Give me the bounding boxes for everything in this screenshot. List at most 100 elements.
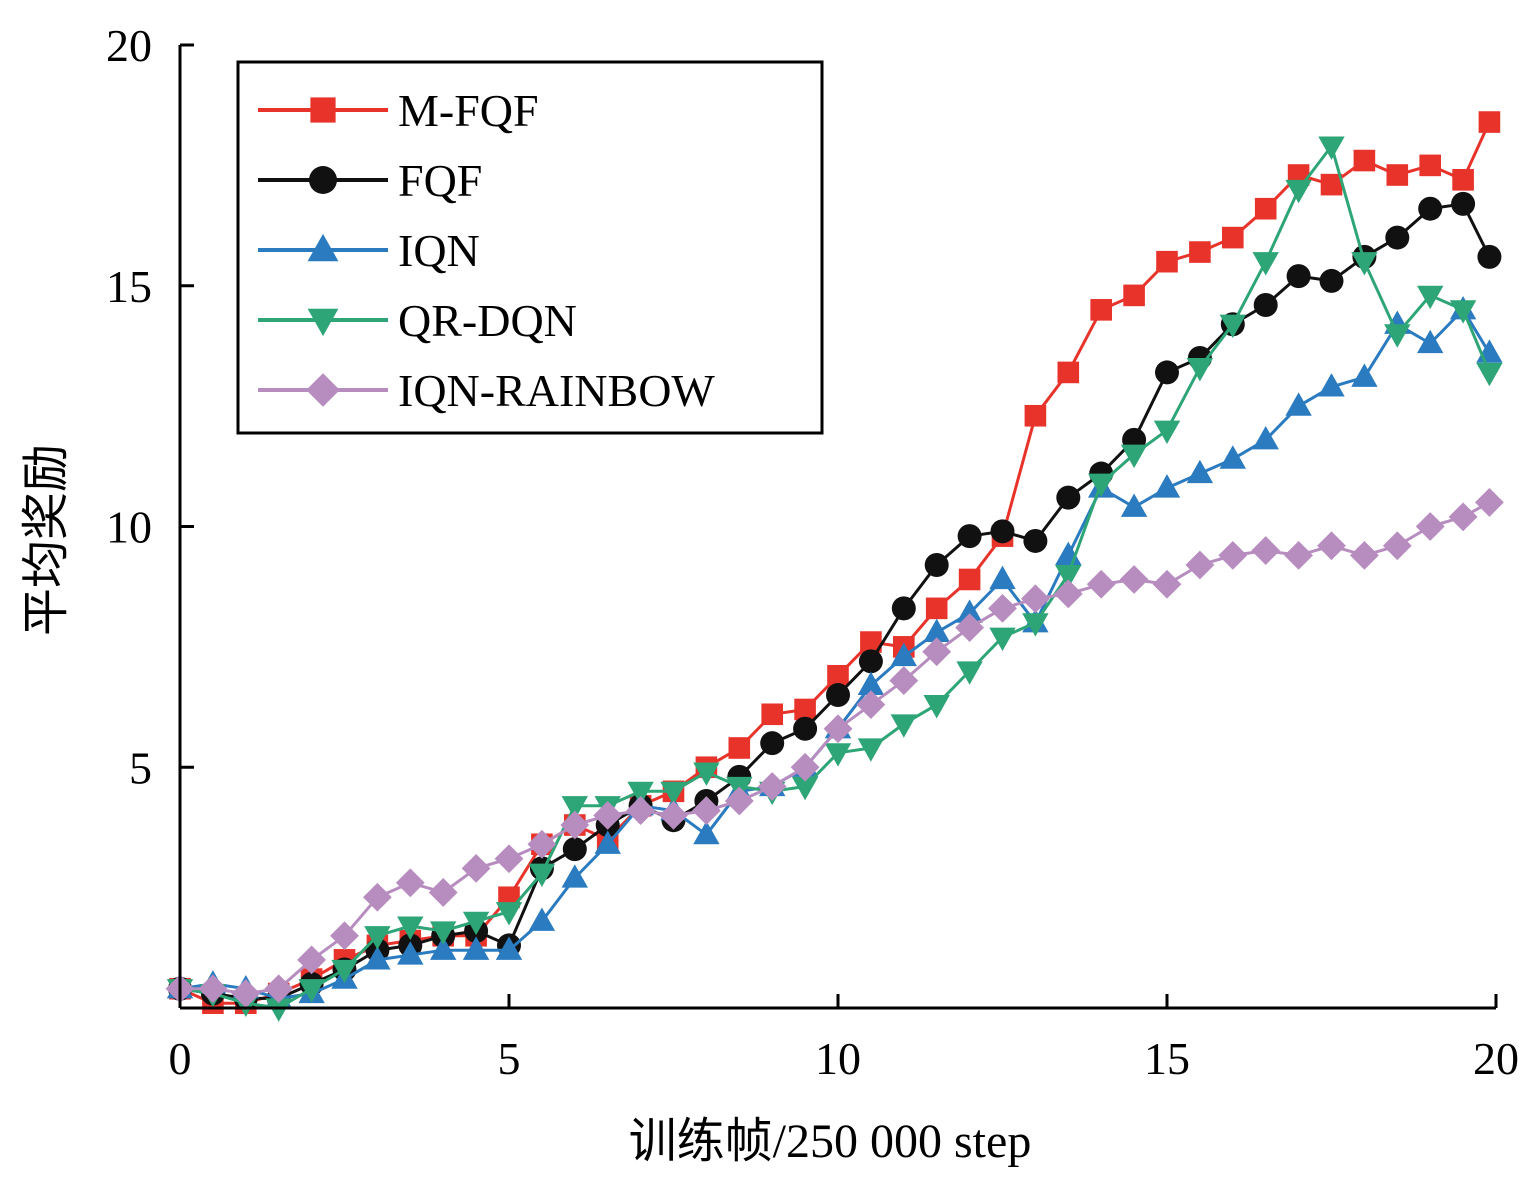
data-point-qr-dqn [923, 695, 950, 719]
data-point-qr-dqn [1252, 252, 1279, 276]
data-point-iqn-rainbow [790, 752, 820, 782]
legend-item-iqn-rainbow: IQN-RAINBOW [258, 365, 715, 416]
data-point-iqn-rainbow [1284, 540, 1313, 570]
legend-marker-iqn [307, 233, 339, 262]
data-point-iqn [430, 936, 457, 960]
y-tick-label: 20 [106, 20, 152, 71]
data-point-iqn-rainbow [757, 772, 787, 801]
data-point-qr-dqn [1120, 444, 1148, 469]
series-qr-dqn [166, 136, 1503, 1022]
legend: M-FQF FQF IQN QR-DQN IQN-RAINBOW [236, 60, 824, 435]
data-point-m-fqf [794, 698, 816, 721]
data-point-fqf [1056, 485, 1081, 510]
data-point-iqn-rainbow [1475, 488, 1504, 517]
data-point-qr-dqn [430, 921, 457, 945]
data-point-iqn-rainbow [856, 690, 886, 720]
data-point-qr-dqn [397, 916, 424, 940]
y-tick-label: 5 [129, 742, 152, 793]
data-point-qr-dqn [693, 762, 720, 786]
data-point-iqn-rainbow [1053, 579, 1083, 609]
data-point-iqn [693, 820, 720, 845]
data-point-qr-dqn [989, 627, 1016, 652]
data-point-m-fqf [827, 664, 849, 687]
data-point-iqn-rainbow [1185, 550, 1215, 580]
data-point-qr-dqn [528, 863, 556, 887]
legend-item-fqf: FQF [258, 155, 482, 206]
data-point-iqn-rainbow [527, 829, 557, 859]
data-point-qr-dqn [660, 781, 687, 806]
data-point-iqn [956, 599, 983, 623]
data-point-iqn [495, 936, 523, 960]
data-point-iqn-rainbow [626, 796, 655, 825]
data-point-qr-dqn [1088, 473, 1115, 497]
data-point-iqn [364, 946, 391, 970]
data-point-iqn-rainbow [922, 637, 952, 667]
data-point-qr-dqn [1153, 420, 1181, 444]
data-point-iqn [1351, 363, 1378, 387]
x-tick-label: 20 [1473, 1033, 1519, 1084]
data-point-iqn-rainbow [560, 810, 590, 840]
data-point-fqf [891, 596, 916, 621]
data-point-m-fqf [925, 597, 948, 620]
data-point-m-fqf [1254, 197, 1277, 220]
data-point-iqn-rainbow [1448, 502, 1478, 532]
data-point-iqn-rainbow [297, 945, 326, 975]
data-point-iqn-rainbow [494, 844, 524, 874]
data-point-iqn-rainbow [659, 801, 688, 830]
data-point-iqn [857, 671, 885, 695]
data-point-fqf [1477, 244, 1502, 269]
data-point-iqn [1252, 426, 1279, 450]
x-axis-title: 训练帧/250 000 step [629, 1115, 1032, 1168]
legend-label: IQN [398, 225, 480, 276]
data-point-fqf [826, 683, 850, 708]
legend-marker-qr-dqn [307, 308, 339, 337]
data-point-iqn-rainbow [461, 853, 491, 883]
data-point-m-fqf [958, 568, 981, 591]
data-point-m-fqf [1123, 284, 1145, 307]
series-iqn-rainbow [165, 488, 1504, 1008]
data-point-fqf [1385, 225, 1410, 250]
data-point-qr-dqn [857, 738, 885, 762]
data-point-qr-dqn [1285, 179, 1312, 204]
data-point-iqn-rainbow [363, 882, 392, 912]
legend-items: M-FQF FQF IQN QR-DQN IQN-RAINBOW [258, 85, 715, 416]
data-point-m-fqf [1353, 149, 1376, 172]
data-point-iqn-rainbow [1350, 540, 1379, 570]
data-point-m-fqf [1222, 226, 1244, 249]
x-tick-label: 0 [169, 1033, 192, 1084]
data-point-qr-dqn [1351, 252, 1378, 276]
legend-label: M-FQF [398, 85, 539, 136]
data-point-iqn-rainbow [724, 786, 754, 816]
data-point-m-fqf [1419, 154, 1441, 177]
data-point-iqn [1318, 373, 1345, 397]
data-point-qr-dqn [1022, 613, 1049, 637]
legend-box [236, 60, 824, 435]
data-point-iqn-rainbow [1317, 531, 1346, 561]
ticks-layer: 0 5 10 15 20 5 10 15 20 [106, 20, 1519, 1084]
data-point-qr-dqn [1384, 324, 1411, 348]
data-point-qr-dqn [561, 796, 588, 820]
data-point-m-fqf [1452, 169, 1474, 191]
legend-item-m-fqf: M-FQF [258, 85, 539, 136]
data-point-iqn [397, 941, 424, 965]
data-point-iqn-rainbow [1251, 536, 1281, 565]
data-point-iqn-rainbow [1415, 512, 1445, 541]
y-tick-label: 10 [106, 502, 152, 553]
data-point-m-fqf [1156, 250, 1178, 273]
legend-marker-fqf [309, 166, 337, 194]
data-point-qr-dqn [1186, 358, 1214, 382]
data-point-fqf [858, 649, 883, 674]
data-point-m-fqf [1386, 164, 1409, 186]
data-point-iqn-rainbow [1218, 540, 1248, 570]
data-point-iqn-rainbow [330, 921, 359, 951]
data-point-qr-dqn [265, 998, 292, 1022]
data-point-qr-dqn [462, 911, 490, 936]
data-point-iqn-rainbow [1086, 569, 1116, 599]
data-point-qr-dqn [627, 781, 654, 806]
data-point-qr-dqn [824, 743, 852, 767]
data-point-iqn-rainbow [395, 868, 425, 898]
data-point-m-fqf [761, 703, 783, 726]
data-point-fqf [1253, 293, 1278, 318]
data-point-qr-dqn [791, 776, 819, 801]
